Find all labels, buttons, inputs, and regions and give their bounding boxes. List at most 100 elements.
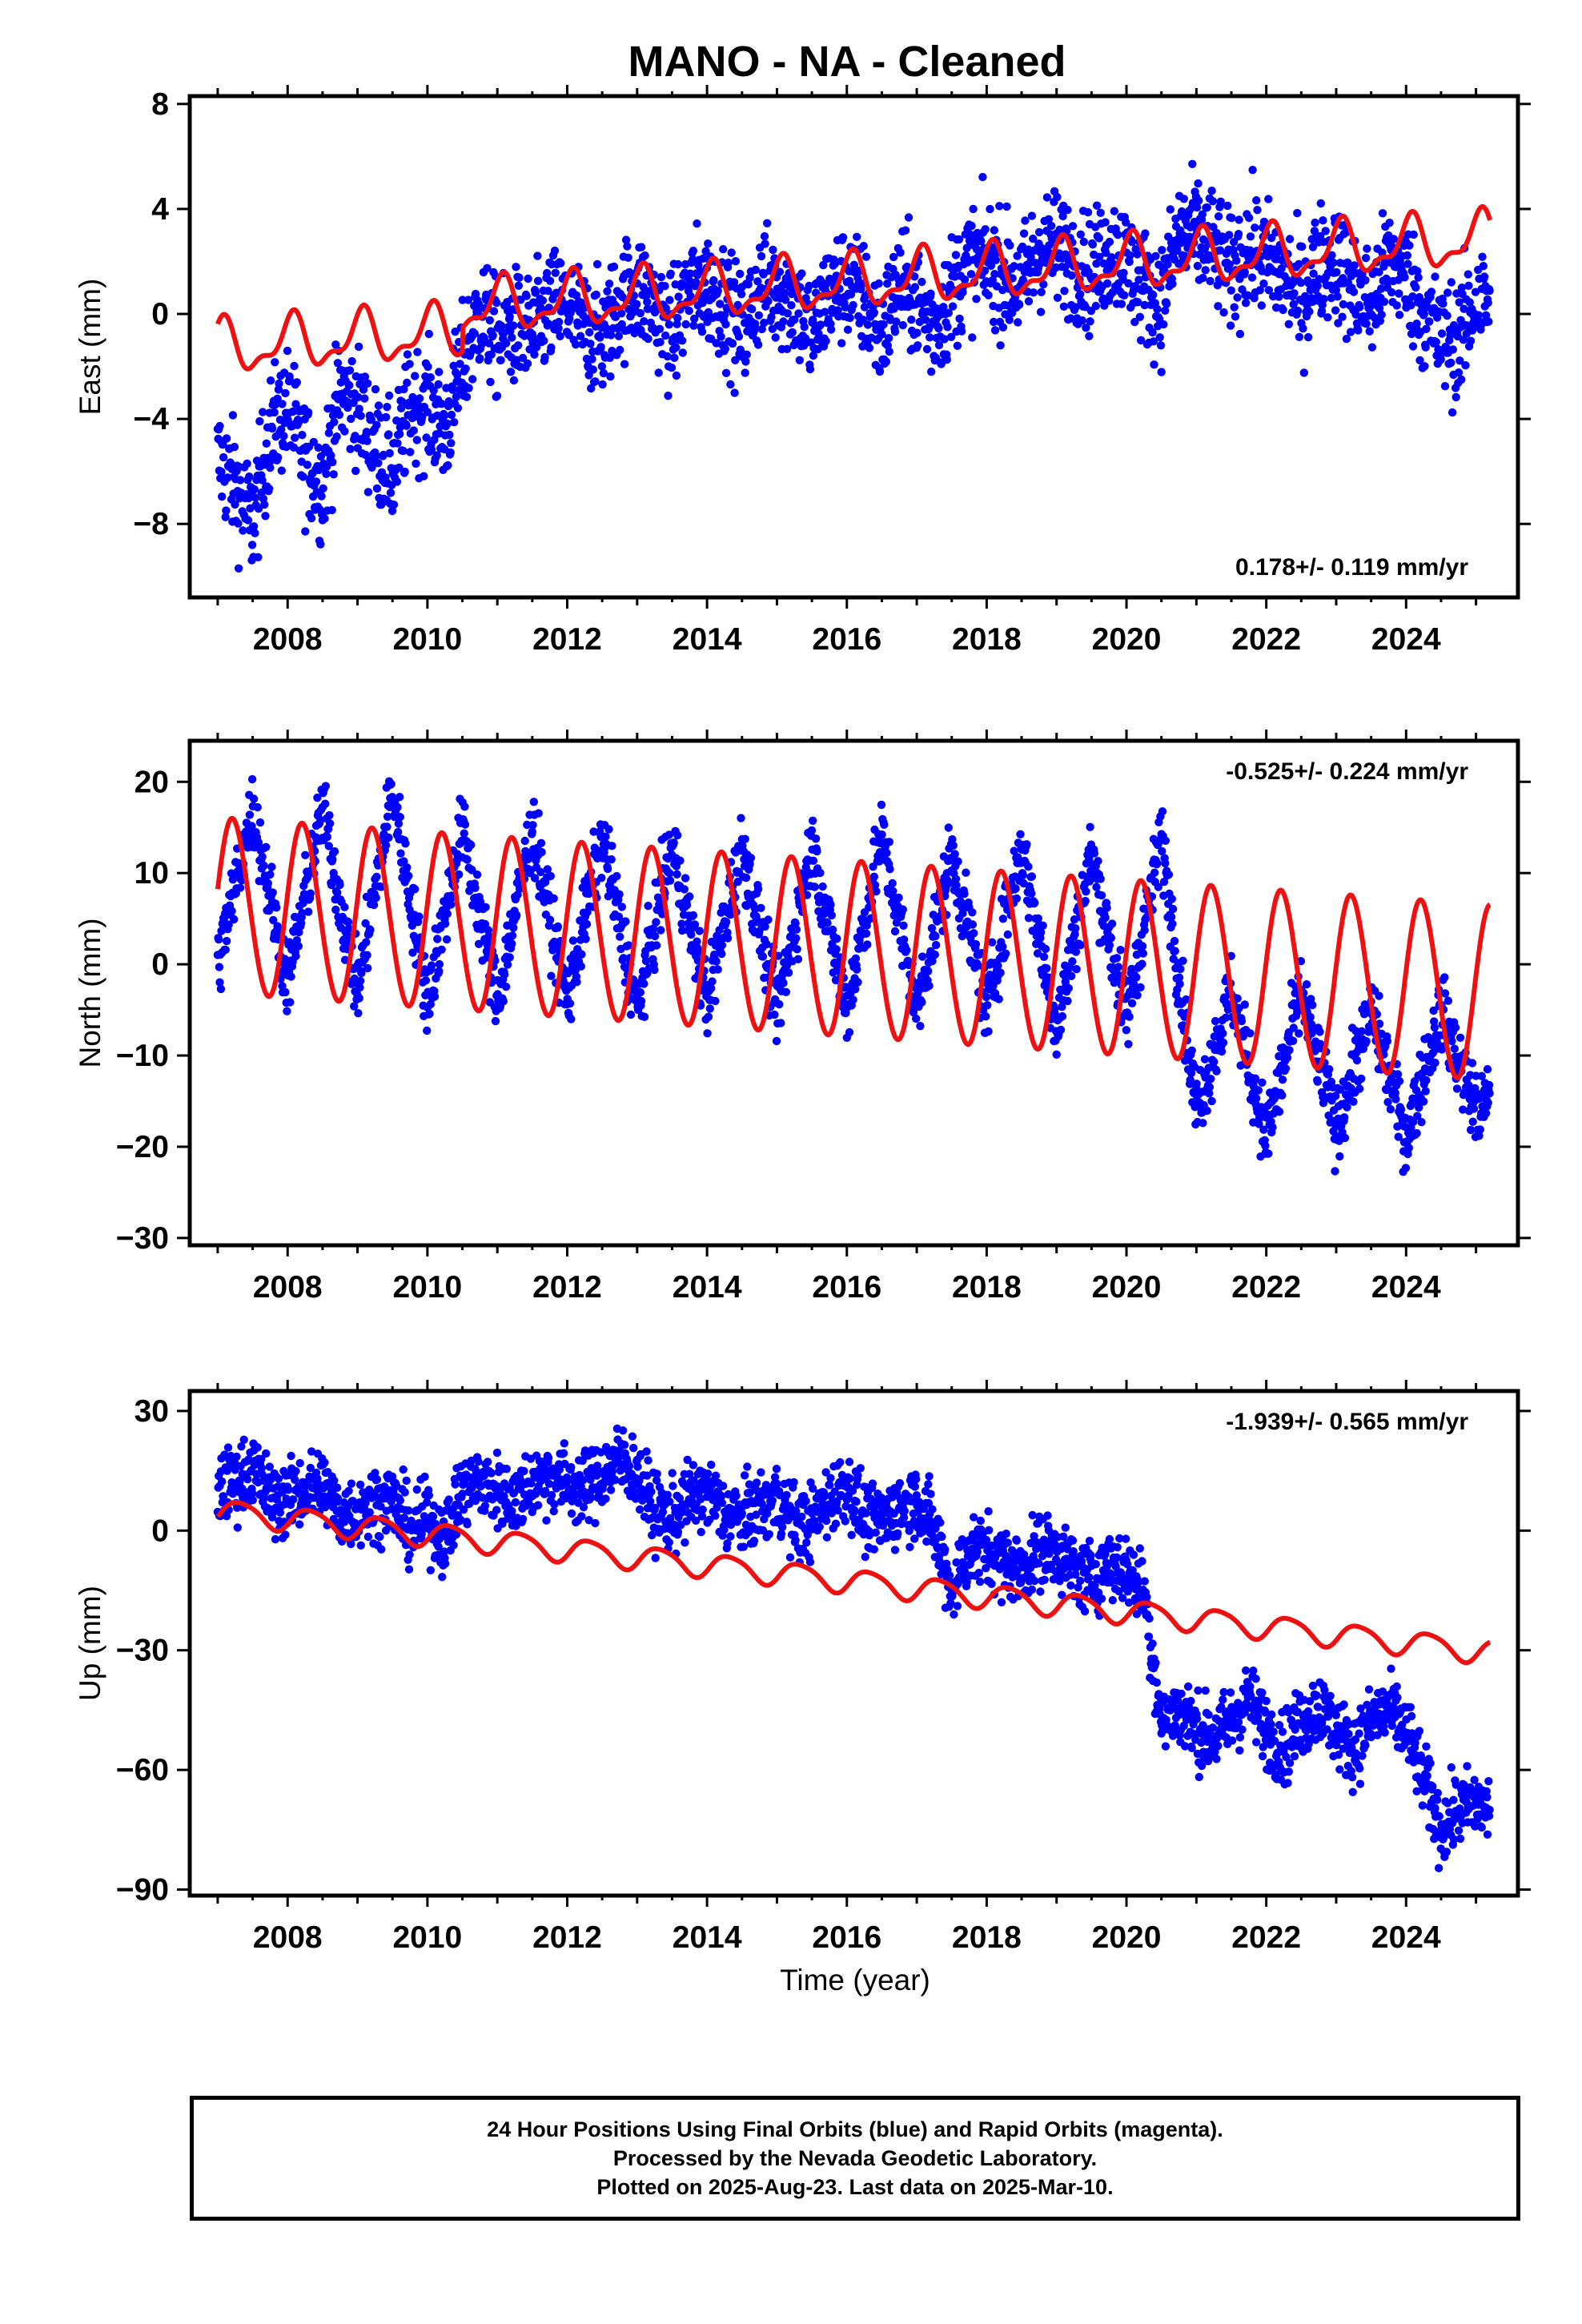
data-point: [1350, 261, 1359, 270]
data-point: [877, 830, 886, 839]
data-point: [503, 960, 512, 969]
data-point: [1088, 240, 1098, 249]
data-point: [259, 408, 267, 416]
data-point: [599, 368, 608, 378]
data-point: [1168, 904, 1178, 914]
data-point: [1303, 332, 1313, 342]
data-point: [230, 442, 239, 452]
data-point: [290, 361, 299, 371]
data-point: [761, 922, 769, 931]
x-tick-label: 2016: [812, 622, 881, 657]
data-point: [730, 388, 739, 397]
data-point: [934, 324, 943, 333]
data-point: [1466, 1125, 1476, 1135]
data-point: [1339, 300, 1348, 309]
data-point: [717, 941, 727, 950]
data-point: [506, 368, 516, 376]
data-point: [931, 940, 941, 950]
data-point: [316, 815, 325, 825]
data-point: [1431, 337, 1441, 347]
data-point: [374, 459, 383, 468]
data-point: [1076, 941, 1086, 950]
data-point: [262, 842, 271, 852]
data-point: [298, 909, 307, 918]
data-point: [1244, 213, 1254, 223]
data-point: [245, 472, 254, 481]
data-point: [387, 779, 396, 789]
data-point: [435, 368, 444, 376]
data-point: [1058, 1003, 1066, 1011]
data-point: [845, 313, 854, 323]
data-point: [1232, 256, 1241, 265]
data-point: [673, 320, 681, 328]
data-point: [1053, 293, 1062, 302]
data-point: [253, 802, 262, 812]
data-point: [845, 1027, 854, 1037]
data-point: [1029, 288, 1038, 297]
data-point: [650, 965, 659, 975]
data-point: [1484, 298, 1492, 308]
data-point: [1133, 991, 1142, 1000]
data-point: [762, 939, 771, 949]
data-point: [307, 514, 316, 523]
data-point: [269, 915, 278, 925]
data-point: [1199, 273, 1207, 283]
data-point: [1259, 1125, 1268, 1134]
data-point: [1362, 320, 1371, 328]
data-point: [955, 314, 964, 324]
data-point: [1162, 300, 1171, 308]
data-point: [809, 351, 818, 360]
data-point: [946, 332, 956, 341]
data-point: [1122, 218, 1130, 227]
data-point: [1003, 930, 1013, 939]
data-point: [902, 946, 911, 955]
data-point: [447, 900, 456, 909]
data-point: [401, 839, 410, 848]
data-point: [819, 260, 828, 270]
data-point: [319, 484, 327, 493]
data-point: [1161, 858, 1170, 868]
data-point: [320, 514, 329, 523]
data-point: [1436, 355, 1445, 364]
data-point: [1396, 1105, 1406, 1114]
data-point: [1155, 333, 1164, 342]
data-point: [777, 1019, 785, 1027]
data-point: [927, 368, 936, 376]
data-point: [753, 885, 763, 894]
data-point: [572, 978, 581, 987]
data-point: [1208, 197, 1218, 206]
data-point: [286, 998, 295, 1007]
data-point: [998, 286, 1007, 295]
data-point: [1461, 361, 1470, 370]
data-point: [689, 321, 698, 330]
data-point: [250, 485, 259, 494]
data-point: [846, 290, 856, 299]
data-point: [944, 308, 954, 317]
data-point: [340, 903, 349, 911]
data-point: [1174, 973, 1184, 982]
data-point: [603, 864, 612, 874]
data-point: [1405, 241, 1414, 250]
data-point: [892, 317, 901, 326]
data-point: [680, 885, 689, 894]
data-point: [814, 329, 823, 338]
data-point: [1117, 300, 1126, 308]
data-point: [235, 476, 245, 485]
data-point: [267, 424, 277, 433]
data-point: [954, 857, 962, 866]
data-point: [737, 290, 746, 299]
data-point: [522, 292, 531, 300]
data-point: [1317, 307, 1327, 316]
data-point: [644, 334, 652, 344]
data-point: [1299, 368, 1309, 377]
data-point: [1175, 979, 1184, 988]
data-point: [1055, 225, 1064, 234]
data-point: [1484, 317, 1493, 326]
data-point: [1219, 308, 1228, 317]
data-point: [425, 1009, 434, 1019]
data-point: [665, 869, 674, 878]
data-point: [793, 945, 801, 954]
data-point: [882, 848, 891, 858]
data-point: [294, 942, 303, 951]
data-point: [433, 935, 442, 943]
